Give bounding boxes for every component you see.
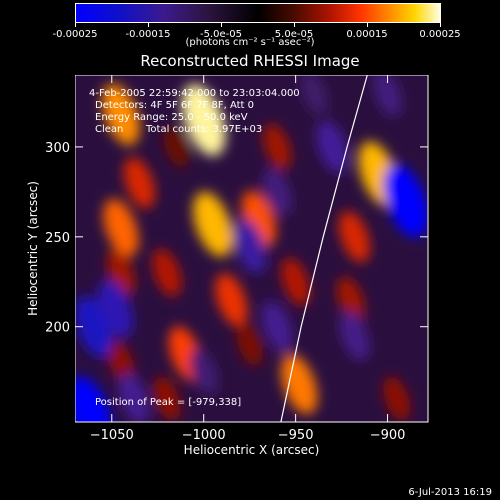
colorbar-unit-label: (photons cm⁻² s⁻¹ asec⁻²) — [185, 37, 315, 48]
heatmap-bright-feature — [123, 157, 155, 209]
plot-frame — [74, 74, 429, 423]
y-axis-label: Heliocentric Y (arcsec) — [26, 181, 40, 316]
axes: −1050 −1000 −950 −900 Heliocentric X (arcsec… — [75, 75, 428, 457]
peak-position-label: Position of Peak = [-979,338] — [95, 397, 242, 408]
heatmap-dark-feature — [339, 311, 370, 361]
heatmap-dark-feature — [316, 120, 349, 174]
colorbar-tick-label: 0.00015 — [346, 29, 388, 40]
energy-range-label: Energy Range: 25.0 - 50.0 keV — [95, 112, 248, 123]
heatmap-dark-feature — [262, 168, 292, 216]
heatmap-bright-feature — [103, 198, 139, 257]
heatmap-dark-feature — [233, 218, 267, 274]
y-tick-label: 300 — [45, 141, 70, 156]
colorbar-tick — [440, 23, 441, 27]
heatmap-bright-feature — [152, 248, 182, 297]
time-range-label: 4-Feb-2005 22:59:42.000 to 23:03:04.000 — [89, 88, 300, 99]
heatmap-dark-feature — [373, 75, 403, 117]
footer-date: 6-Jul-2013 16:19 — [408, 487, 492, 498]
y-tick-label: 250 — [45, 231, 70, 246]
heatmap-dark-feature — [261, 301, 293, 353]
heatmap-bright-feature — [281, 354, 318, 415]
heatmap-dark-feature — [118, 373, 150, 422]
heatmap-bright-feature — [163, 126, 189, 168]
heatmap-blobs — [75, 75, 428, 422]
heatmap-bright-feature — [263, 123, 292, 170]
heatmap-chart: −1050 −1000 −950 −900 Heliocentric X (arcsec… — [74, 74, 429, 457]
heatmap-dark-feature — [383, 164, 428, 238]
heatmap-dark-feature — [300, 75, 328, 116]
detectors-label: Detectors: 4F 5F 6F 7F 8F, Att 0 — [95, 100, 255, 111]
heatmap-dark-feature — [97, 279, 134, 338]
heatmap-bright-feature — [102, 83, 140, 146]
y-axis-labels: 200 250 300 Heliocentric Y (arcsec) — [26, 141, 70, 336]
heatmap-bright-feature — [193, 191, 233, 257]
x-tick-label: −1050 — [90, 428, 134, 443]
algorithm-label: Clean — [95, 124, 124, 135]
total-counts-label: Total counts: 3.97E+03 — [146, 124, 263, 135]
heatmap-bright-feature — [215, 273, 248, 327]
chart-title: Reconstructed RHESSI Image — [140, 52, 360, 70]
heatmap-dark-feature — [189, 348, 218, 395]
heatmap-bright-feature — [181, 84, 226, 156]
colorbar-tick-label: 0.00025 — [419, 29, 461, 40]
colorbar-tick-label: -0.00025 — [52, 29, 98, 40]
heatmap-dark-feature — [75, 376, 113, 422]
colorbar-tick — [294, 23, 295, 27]
colorbar-tick — [148, 23, 149, 27]
colorbar-gradient — [75, 3, 441, 23]
heatmap-bright-feature — [336, 276, 365, 323]
heatmap-bright-feature — [338, 211, 371, 263]
solar-limb-line — [280, 75, 368, 422]
colorbar-tick — [75, 23, 76, 27]
colorbar: -0.00025 -0.00015 -5.0e-05 5.0e-05 0.000… — [53, 3, 461, 40]
heatmap-bright-feature — [236, 323, 263, 366]
x-tick-label: −950 — [278, 428, 314, 443]
x-tick-label: −1000 — [182, 428, 226, 443]
y-tick-label: 200 — [45, 321, 70, 336]
colorbar-tick-label: -5.0e-05 — [200, 29, 242, 40]
colorbar-tick — [221, 23, 222, 27]
heatmap-bright-feature — [153, 376, 181, 421]
colorbar-tick-label: 5.0e-05 — [274, 29, 314, 40]
heatmap-bright-feature — [281, 257, 311, 306]
colorbar-tick — [367, 23, 368, 27]
plot-area: −1050 −1000 −950 −900 Heliocentric X (arcsec… — [74, 74, 500, 479]
x-tick-label: −900 — [370, 428, 406, 443]
colorbar-tick-label: -0.00015 — [125, 29, 171, 40]
heatmap-bright-feature — [383, 376, 411, 421]
x-axis-label: Heliocentric X (arcsec) — [184, 443, 320, 457]
